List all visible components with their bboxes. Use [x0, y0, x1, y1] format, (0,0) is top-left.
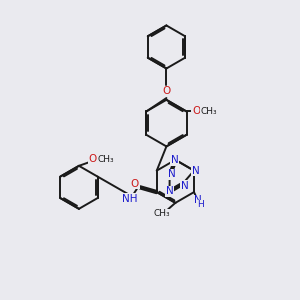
Text: CH₃: CH₃: [200, 107, 217, 116]
Text: O: O: [192, 106, 200, 116]
Text: N: N: [194, 196, 202, 206]
Text: N: N: [167, 169, 175, 179]
Text: H: H: [197, 200, 204, 209]
Text: N: N: [171, 155, 179, 165]
Text: N: N: [166, 186, 173, 197]
Text: N: N: [192, 166, 200, 176]
Text: N: N: [181, 181, 188, 190]
Text: CH₃: CH₃: [154, 209, 170, 218]
Text: NH: NH: [122, 194, 138, 204]
Text: O: O: [89, 154, 97, 164]
Text: O: O: [130, 179, 139, 189]
Text: O: O: [162, 86, 170, 97]
Text: CH₃: CH₃: [98, 155, 114, 164]
